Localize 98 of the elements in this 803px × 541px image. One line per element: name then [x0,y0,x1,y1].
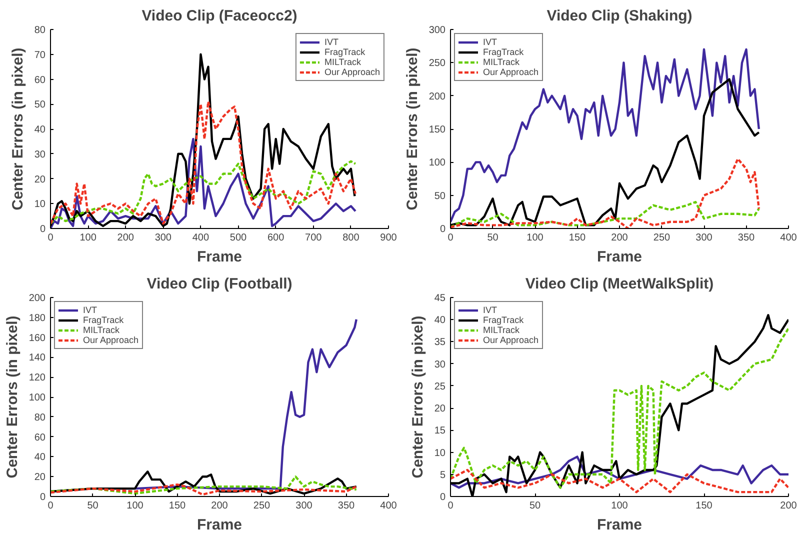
y-tick-label: 25 [434,381,446,392]
x-tick-label: 250 [253,500,271,512]
x-tick-label: 400 [380,500,398,512]
x-tick-label: 200 [611,232,628,244]
x-tick-label: 500 [230,232,248,244]
x-tick-label: 300 [696,232,713,244]
legend-label: IVT [324,37,340,47]
y-axis-title: Center Errors (in pixel) [4,316,21,478]
y-tick-label: 0 [440,492,446,503]
x-tick-label: 400 [780,232,798,244]
chart-title: Video Clip (Shaking) [546,8,692,24]
x-tick-label: 0 [448,232,454,244]
legend-label: MILTrack [483,325,520,335]
x-axis-title: Frame [596,516,642,534]
x-tick-label: 350 [338,500,356,512]
legend-label: MILTrack [324,57,361,67]
x-tick-label: 600 [267,232,285,244]
x-tick-label: 350 [738,232,756,244]
y-tick-label: 180 [28,312,46,324]
x-tick-label: 900 [380,232,398,244]
y-tick-label: 20 [34,472,46,484]
x-tick-label: 50 [529,500,541,512]
x-tick-label: 250 [653,232,671,244]
x-tick-label: 200 [117,232,134,244]
legend-label: Our Approach [483,335,539,345]
y-tick-label: 100 [428,158,446,169]
y-tick-label: 80 [34,412,46,424]
chart-title: Video Clip (Faceocc2) [142,8,298,24]
legend-label: FragTrack [83,315,124,325]
x-tick-label: 0 [48,500,54,512]
x-tick-label: 50 [87,500,99,512]
y-tick-label: 140 [28,352,46,364]
chart-title: Video Clip (MeetWalkSplit) [525,276,714,292]
y-tick-label: 40 [434,315,446,326]
chart-title: Video Clip (Football) [146,276,292,292]
legend-label: IVT [483,37,498,47]
y-tick-label: 0 [440,224,446,235]
y-tick-label: 45 [434,293,446,304]
y-tick-label: 10 [34,199,46,210]
y-tick-label: 15 [434,426,446,437]
y-tick-label: 300 [428,25,446,36]
y-tick-label: 150 [428,124,446,136]
legend-label: Our Approach [483,67,539,77]
y-tick-label: 10 [434,448,446,459]
x-tick-label: 200 [211,500,228,512]
legend-label: IVT [483,305,498,315]
y-tick-label: 50 [434,190,446,202]
y-tick-label: 0 [40,224,46,235]
x-tick-label: 150 [696,500,713,512]
y-tick-label: 30 [434,359,446,370]
y-tick-label: 5 [440,470,446,481]
y-tick-label: 60 [34,432,46,444]
x-axis-title: Frame [196,248,242,266]
y-axis-title: Center Errors (in pixel) [409,316,426,478]
x-tick-label: 50 [487,232,499,244]
y-tick-label: 60 [34,74,46,86]
y-tick-label: 20 [34,174,46,186]
legend-label: FragTrack [324,47,366,57]
legend-label: MILTrack [83,325,120,335]
y-tick-label: 40 [34,124,46,136]
x-tick-label: 150 [168,500,186,512]
legend-label: FragTrack [483,315,524,325]
x-tick-label: 100 [611,500,628,512]
legend-label: Our Approach [324,67,380,77]
x-tick-label: 0 [448,500,454,512]
x-tick-label: 700 [305,232,322,244]
y-tick-label: 120 [28,372,46,384]
legend-label: FragTrack [483,47,524,57]
y-tick-label: 200 [28,293,46,304]
x-tick-label: 100 [80,232,97,244]
y-tick-label: 70 [34,50,46,61]
x-tick-label: 800 [342,232,360,244]
y-tick-label: 20 [434,404,446,415]
y-tick-label: 100 [28,392,46,404]
x-tick-label: 400 [192,232,210,244]
x-axis-title: Frame [596,248,642,266]
y-tick-label: 40 [34,452,46,464]
y-tick-label: 80 [34,25,46,36]
x-tick-label: 150 [568,232,586,244]
x-tick-label: 100 [126,500,144,512]
legend-label: Our Approach [83,335,139,345]
legend-label: IVT [83,305,98,315]
y-axis-title: Center Errors (in pixel) [404,48,421,210]
y-tick-label: 0 [40,492,46,503]
y-axis-title: Center Errors (in pixel) [9,48,26,210]
legend-label: MILTrack [483,57,520,67]
x-tick-label: 0 [48,232,54,244]
y-tick-label: 160 [28,332,46,344]
y-tick-label: 50 [34,100,46,111]
y-tick-label: 200 [428,91,446,102]
x-axis-title: Frame [196,516,242,534]
x-tick-label: 100 [526,232,544,244]
y-tick-label: 35 [434,337,446,348]
x-tick-label: 300 [296,500,313,512]
x-tick-label: 300 [154,232,172,244]
y-tick-label: 30 [34,149,46,160]
x-tick-label: 200 [780,500,798,512]
y-tick-label: 250 [428,58,446,70]
